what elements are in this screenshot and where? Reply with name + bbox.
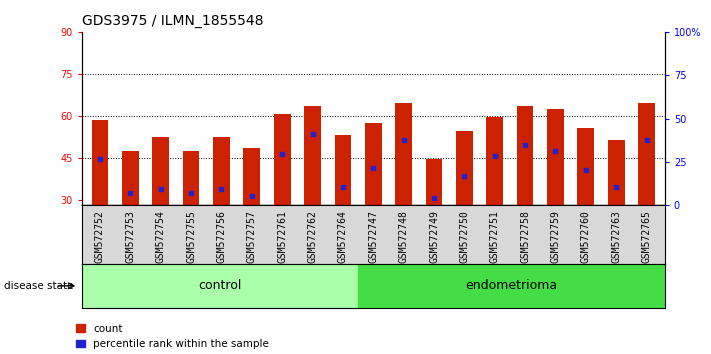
Bar [365, 123, 382, 205]
Text: GSM572759: GSM572759 [550, 210, 560, 263]
Text: GSM572748: GSM572748 [399, 210, 409, 263]
Bar [274, 114, 291, 205]
Bar [122, 151, 139, 205]
Text: control: control [198, 279, 242, 292]
Text: GSM572764: GSM572764 [338, 210, 348, 263]
Bar [486, 117, 503, 205]
Bar [547, 109, 564, 205]
Bar [608, 139, 624, 205]
Bar [456, 131, 473, 205]
Bar [638, 103, 655, 205]
Text: GSM572757: GSM572757 [247, 210, 257, 263]
Text: GSM572751: GSM572751 [490, 210, 500, 263]
Bar [335, 135, 351, 205]
Bar [152, 137, 169, 205]
Text: GSM572755: GSM572755 [186, 210, 196, 263]
Text: GSM572763: GSM572763 [611, 210, 621, 263]
Bar [395, 103, 412, 205]
Bar [358, 264, 665, 308]
Text: GSM572752: GSM572752 [95, 210, 105, 263]
Text: GSM572762: GSM572762 [308, 210, 318, 263]
Bar [243, 148, 260, 205]
Text: disease state: disease state [4, 281, 73, 291]
Text: GSM572754: GSM572754 [156, 210, 166, 263]
Bar [517, 106, 533, 205]
Text: GSM572761: GSM572761 [277, 210, 287, 263]
Bar [577, 129, 594, 205]
Text: GSM572758: GSM572758 [520, 210, 530, 263]
Text: GSM572749: GSM572749 [429, 210, 439, 263]
Bar [92, 120, 108, 205]
Text: GSM572747: GSM572747 [368, 210, 378, 263]
Text: GSM572753: GSM572753 [125, 210, 135, 263]
Text: GSM572756: GSM572756 [216, 210, 226, 263]
Text: endometrioma: endometrioma [466, 279, 557, 292]
Legend: count, percentile rank within the sample: count, percentile rank within the sample [76, 324, 269, 349]
Text: GSM572750: GSM572750 [459, 210, 469, 263]
Bar [82, 264, 358, 308]
Text: GDS3975 / ILMN_1855548: GDS3975 / ILMN_1855548 [82, 14, 263, 28]
Text: GSM572760: GSM572760 [581, 210, 591, 263]
Bar [183, 151, 199, 205]
Bar [213, 137, 230, 205]
Text: GSM572765: GSM572765 [641, 210, 651, 263]
Bar [426, 159, 442, 205]
Bar [304, 106, 321, 205]
